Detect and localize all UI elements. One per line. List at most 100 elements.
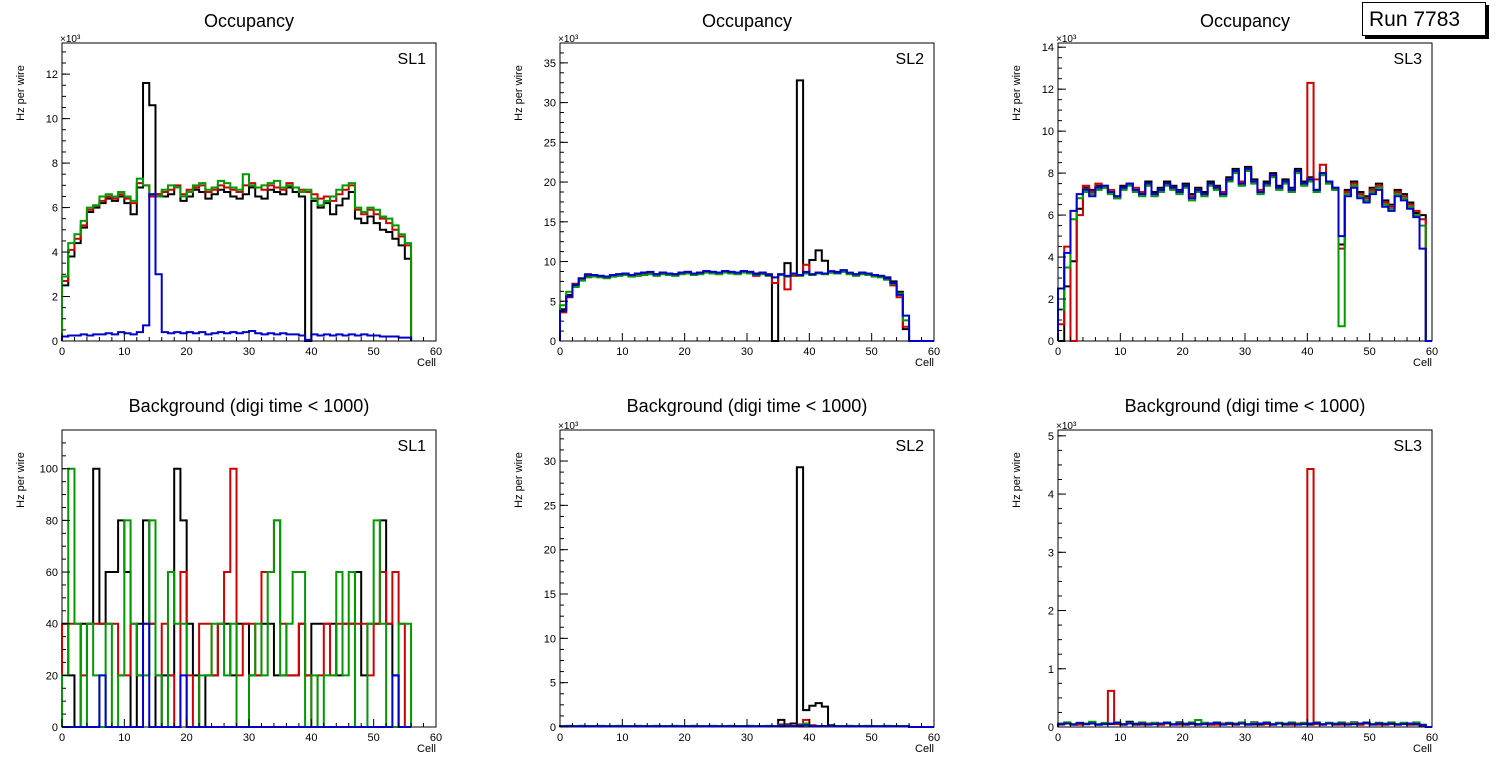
- chart-panel-4: Background (digi time < 1000) 0 10 20 30 40 50…: [15, 396, 442, 755]
- histogram-series-black: [559, 466, 934, 728]
- y-tick-label: 100: [40, 464, 58, 476]
- x-tick-label: 40: [1301, 346, 1313, 358]
- x-tick-label: 60: [1426, 346, 1438, 358]
- x-tick-label: 50: [1364, 346, 1376, 358]
- x-tick-label: 40: [1301, 732, 1313, 744]
- x-tick-label: 60: [1426, 732, 1438, 744]
- plot-frame: [1057, 429, 1433, 728]
- chart-panel-6: Background (digi time < 1000)0 10 20 30 40 50…: [1011, 396, 1438, 755]
- y-tick-label: 2: [1048, 606, 1054, 618]
- y-tick-label: 3: [1048, 547, 1054, 559]
- histogram-series-black: [559, 79, 934, 342]
- y-tick-label: 10: [46, 114, 58, 126]
- y-tick-label: 8: [52, 158, 58, 170]
- y-exponent-label: ×10³: [1056, 34, 1077, 45]
- x-tick-label: 10: [1114, 732, 1126, 744]
- superlayer-label: SL1: [398, 51, 427, 68]
- x-axis-label: Cell: [1413, 357, 1432, 369]
- x-tick-label: 50: [368, 346, 380, 358]
- x-tick-label: 20: [181, 346, 193, 358]
- y-tick-label: 35: [544, 58, 556, 70]
- x-tick-label: 0: [59, 346, 65, 358]
- x-tick-label: 40: [305, 732, 317, 744]
- y-tick-label: 5: [550, 678, 556, 690]
- y-tick-label: 5: [1048, 431, 1054, 443]
- chart-panel-3: Occupancy 0 10 20 30 40 50 60 0 2 4 6 8 10 12 14 Cell Hz …: [1011, 11, 1438, 369]
- y-tick-label: 10: [1042, 126, 1054, 138]
- y-tick-label: 6: [1048, 210, 1054, 222]
- x-tick-label: 0: [1055, 346, 1061, 358]
- y-exponent-label: ×10³: [1056, 421, 1077, 432]
- y-tick-label: 2: [1048, 294, 1054, 306]
- y-tick-label: 20: [544, 545, 556, 557]
- x-tick-label: 0: [557, 346, 563, 358]
- chart-title: Occupancy: [702, 11, 792, 31]
- y-tick-label: 0: [550, 336, 556, 348]
- superlayer-label: SL1: [398, 438, 427, 455]
- x-axis-label: Cell: [417, 743, 436, 755]
- y-tick-label: 6: [52, 203, 58, 215]
- y-tick-label: 15: [544, 217, 556, 229]
- x-tick-label: 10: [118, 346, 130, 358]
- y-axis-label: Hz per wire: [1011, 65, 1023, 121]
- x-tick-label: 0: [59, 732, 65, 744]
- histogram-series-blue: [559, 269, 934, 342]
- y-tick-label: 4: [52, 247, 58, 259]
- x-tick-label: 10: [616, 346, 628, 358]
- histogram-series-green: [559, 270, 934, 342]
- x-tick-label: 20: [1177, 346, 1189, 358]
- y-tick-label: 1: [1048, 664, 1054, 676]
- y-tick-label: 60: [46, 567, 58, 579]
- x-tick-label: 0: [1055, 732, 1061, 744]
- y-tick-label: 12: [46, 69, 58, 81]
- chart-panel-2: Occupancy 0 10 20 30 40 50 60 0 5 10 15 20 25 30 35 Cell…: [513, 11, 940, 369]
- x-tick-label: 50: [866, 732, 878, 744]
- y-tick-label: 12: [1042, 84, 1054, 96]
- chart-panel-1: Occupancy 0 10 20 30 40 50 60 0 2 4 6 8 10 12 Cell Hz pe…: [15, 11, 442, 369]
- x-tick-label: 60: [430, 346, 442, 358]
- y-tick-label: 4: [1048, 489, 1054, 501]
- chart-title: Background (digi time < 1000): [129, 396, 370, 416]
- y-tick-label: 14: [1042, 42, 1054, 54]
- x-tick-label: 40: [305, 346, 317, 358]
- x-tick-label: 60: [430, 732, 442, 744]
- y-tick-label: 30: [544, 98, 556, 110]
- x-tick-label: 30: [741, 346, 753, 358]
- x-tick-label: 30: [243, 346, 255, 358]
- x-tick-label: 50: [1364, 732, 1376, 744]
- x-axis-label: Cell: [915, 357, 934, 369]
- y-axis-label: Hz per wire: [513, 65, 525, 121]
- x-tick-label: 30: [1239, 346, 1251, 358]
- x-tick-label: 10: [1114, 346, 1126, 358]
- x-tick-label: 10: [118, 732, 130, 744]
- run-number-label: Run 7783: [1362, 2, 1486, 36]
- x-tick-label: 20: [1177, 732, 1189, 744]
- y-axis-label: Hz per wire: [15, 65, 27, 121]
- y-tick-label: 0: [1048, 336, 1054, 348]
- histogram-series-blue: [1057, 167, 1432, 342]
- y-tick-label: 20: [46, 670, 58, 682]
- chart-panel-5: Background (digi time < 1000)0 10 20 30 40 50…: [513, 396, 940, 755]
- y-tick-label: 10: [544, 633, 556, 645]
- histogram-series-red: [1057, 81, 1432, 342]
- x-tick-label: 40: [803, 346, 815, 358]
- y-tick-label: 5: [550, 296, 556, 308]
- x-tick-label: 30: [741, 732, 753, 744]
- x-tick-label: 40: [803, 732, 815, 744]
- x-axis-label: Cell: [1413, 743, 1432, 755]
- x-tick-label: 30: [243, 732, 255, 744]
- x-axis-label: Cell: [417, 357, 436, 369]
- x-axis-label: Cell: [915, 743, 934, 755]
- superlayer-label: SL3: [1394, 438, 1423, 455]
- y-tick-label: 0: [52, 336, 58, 348]
- y-axis-label: Hz per wire: [1011, 452, 1023, 508]
- x-tick-label: 20: [679, 732, 691, 744]
- histogram-series-red: [1057, 468, 1432, 728]
- x-tick-label: 20: [181, 732, 193, 744]
- superlayer-label: SL2: [896, 51, 925, 68]
- y-tick-label: 30: [544, 456, 556, 468]
- y-tick-label: 40: [46, 619, 58, 631]
- y-exponent-label: ×10³: [558, 421, 579, 432]
- y-tick-label: 4: [1048, 252, 1054, 264]
